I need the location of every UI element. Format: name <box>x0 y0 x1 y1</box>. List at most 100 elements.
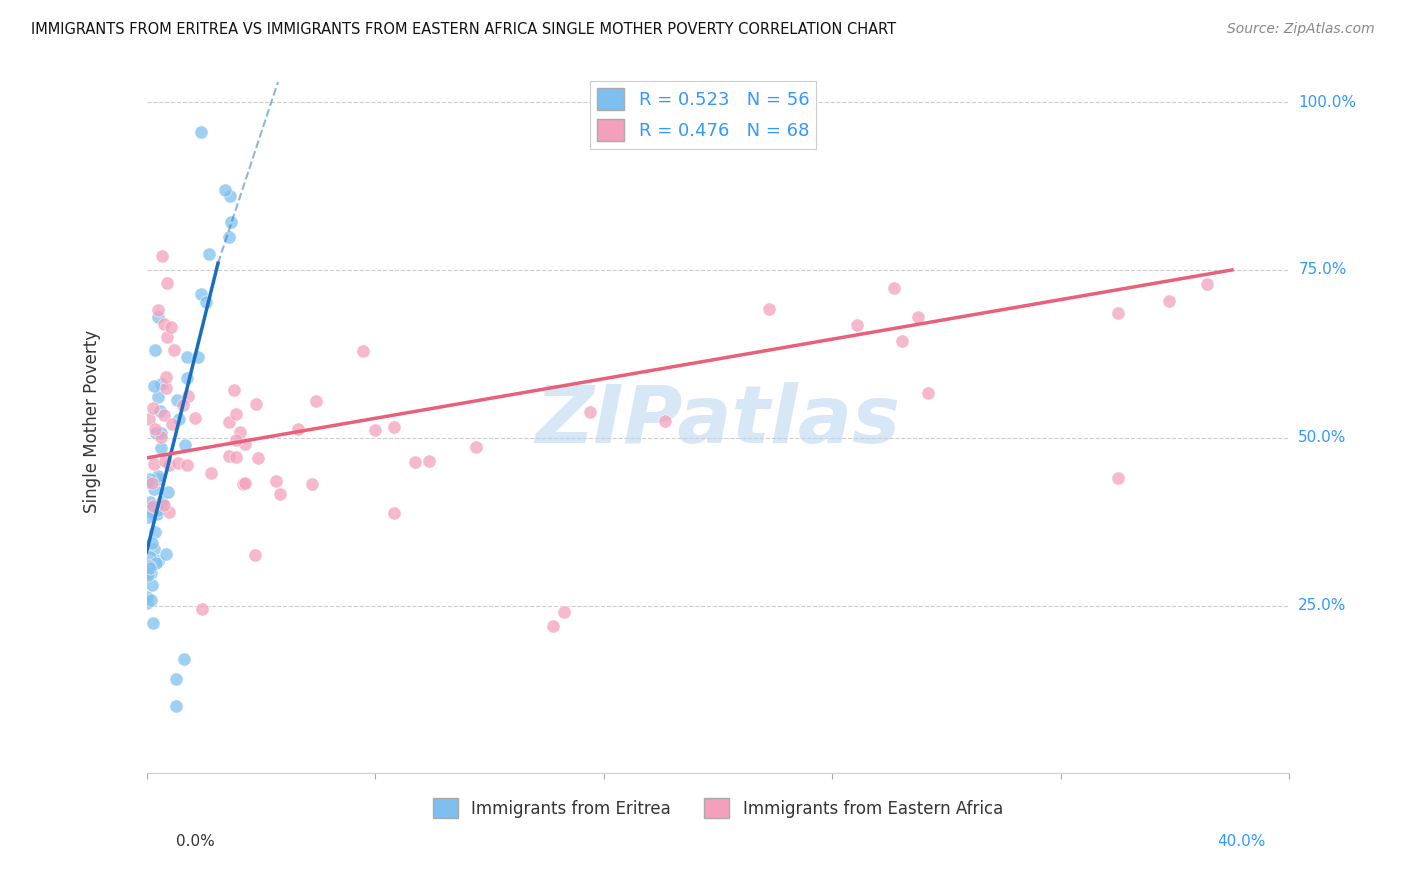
Text: Single Mother Poverty: Single Mother Poverty <box>83 329 101 513</box>
Text: Source: ZipAtlas.com: Source: ZipAtlas.com <box>1227 22 1375 37</box>
Point <box>136 566 159 580</box>
Point <box>155 453 177 467</box>
Point <box>176 350 198 364</box>
Legend: Immigrants from Eritrea, Immigrants from Eastern Africa: Immigrants from Eritrea, Immigrants from… <box>426 791 1010 825</box>
Point <box>156 330 179 344</box>
Point <box>155 547 177 561</box>
Point <box>145 426 167 441</box>
Point <box>218 449 240 463</box>
Point <box>159 319 181 334</box>
Point <box>233 437 256 451</box>
Point <box>191 601 214 615</box>
Point <box>148 472 170 486</box>
Point <box>246 451 269 466</box>
Point <box>148 310 170 324</box>
Point <box>149 377 172 392</box>
Point <box>139 566 162 580</box>
Point <box>172 398 194 412</box>
Point <box>157 484 180 499</box>
Point <box>187 351 209 365</box>
Point <box>198 247 221 261</box>
Point <box>218 415 240 429</box>
Point <box>173 652 195 666</box>
Text: 0.0%: 0.0% <box>176 834 215 849</box>
Point <box>301 477 323 491</box>
Point <box>404 455 426 469</box>
Text: ZIPatlas: ZIPatlas <box>536 382 900 460</box>
Point <box>138 561 160 575</box>
Text: 50.0%: 50.0% <box>1298 430 1347 445</box>
Point <box>152 250 174 264</box>
Point <box>155 370 177 384</box>
Point <box>173 438 195 452</box>
Point <box>225 434 247 448</box>
Text: 75.0%: 75.0% <box>1298 262 1347 277</box>
Point <box>150 426 173 441</box>
Point <box>136 568 159 582</box>
Text: 25.0%: 25.0% <box>1298 599 1347 613</box>
Point <box>142 541 165 556</box>
Text: IMMIGRANTS FROM ERITREA VS IMMIGRANTS FROM EASTERN AFRICA SINGLE MOTHER POVERTY : IMMIGRANTS FROM ERITREA VS IMMIGRANTS FR… <box>31 22 896 37</box>
Point <box>219 214 242 228</box>
Point <box>142 615 165 630</box>
Point <box>138 412 160 426</box>
Point <box>150 430 173 444</box>
Point <box>758 302 780 317</box>
Point <box>157 458 180 473</box>
Point <box>553 605 575 619</box>
Point <box>149 404 172 418</box>
Point <box>146 391 169 405</box>
Point <box>464 441 486 455</box>
Point <box>235 475 257 490</box>
Point <box>891 334 914 348</box>
Point <box>232 477 254 491</box>
Point <box>245 548 267 562</box>
Point <box>883 281 905 295</box>
Point <box>353 343 375 358</box>
Point <box>162 417 184 432</box>
Point <box>1107 471 1129 485</box>
Point <box>145 557 167 571</box>
Point <box>218 230 240 244</box>
Point <box>190 286 212 301</box>
Point <box>165 699 187 714</box>
Point <box>214 183 236 197</box>
Point <box>143 524 166 539</box>
Point <box>141 578 163 592</box>
Point <box>143 422 166 436</box>
Point <box>153 408 176 422</box>
Point <box>141 535 163 549</box>
Point <box>245 397 267 411</box>
Point <box>142 482 165 496</box>
Point <box>156 277 179 291</box>
Point <box>176 371 198 385</box>
Point <box>225 450 247 464</box>
Point <box>139 593 162 607</box>
Point <box>382 506 405 520</box>
Point <box>218 188 240 202</box>
Point <box>141 476 163 491</box>
Text: 40.0%: 40.0% <box>1218 834 1265 849</box>
Point <box>184 411 207 425</box>
Point <box>166 392 188 407</box>
Point <box>1197 277 1219 292</box>
Point <box>139 472 162 486</box>
Point <box>143 379 166 393</box>
Point <box>141 500 163 514</box>
Point <box>269 487 291 501</box>
Point <box>846 318 869 332</box>
Point <box>229 425 252 440</box>
Point <box>136 475 159 490</box>
Point <box>163 343 186 358</box>
Point <box>654 414 676 428</box>
Point <box>578 405 600 419</box>
Point <box>148 503 170 517</box>
Point <box>364 423 387 437</box>
Point <box>167 411 190 425</box>
Point <box>264 474 287 488</box>
Point <box>225 407 247 421</box>
Point <box>155 381 177 395</box>
Point <box>138 559 160 574</box>
Point <box>200 466 222 480</box>
Point <box>149 441 172 455</box>
